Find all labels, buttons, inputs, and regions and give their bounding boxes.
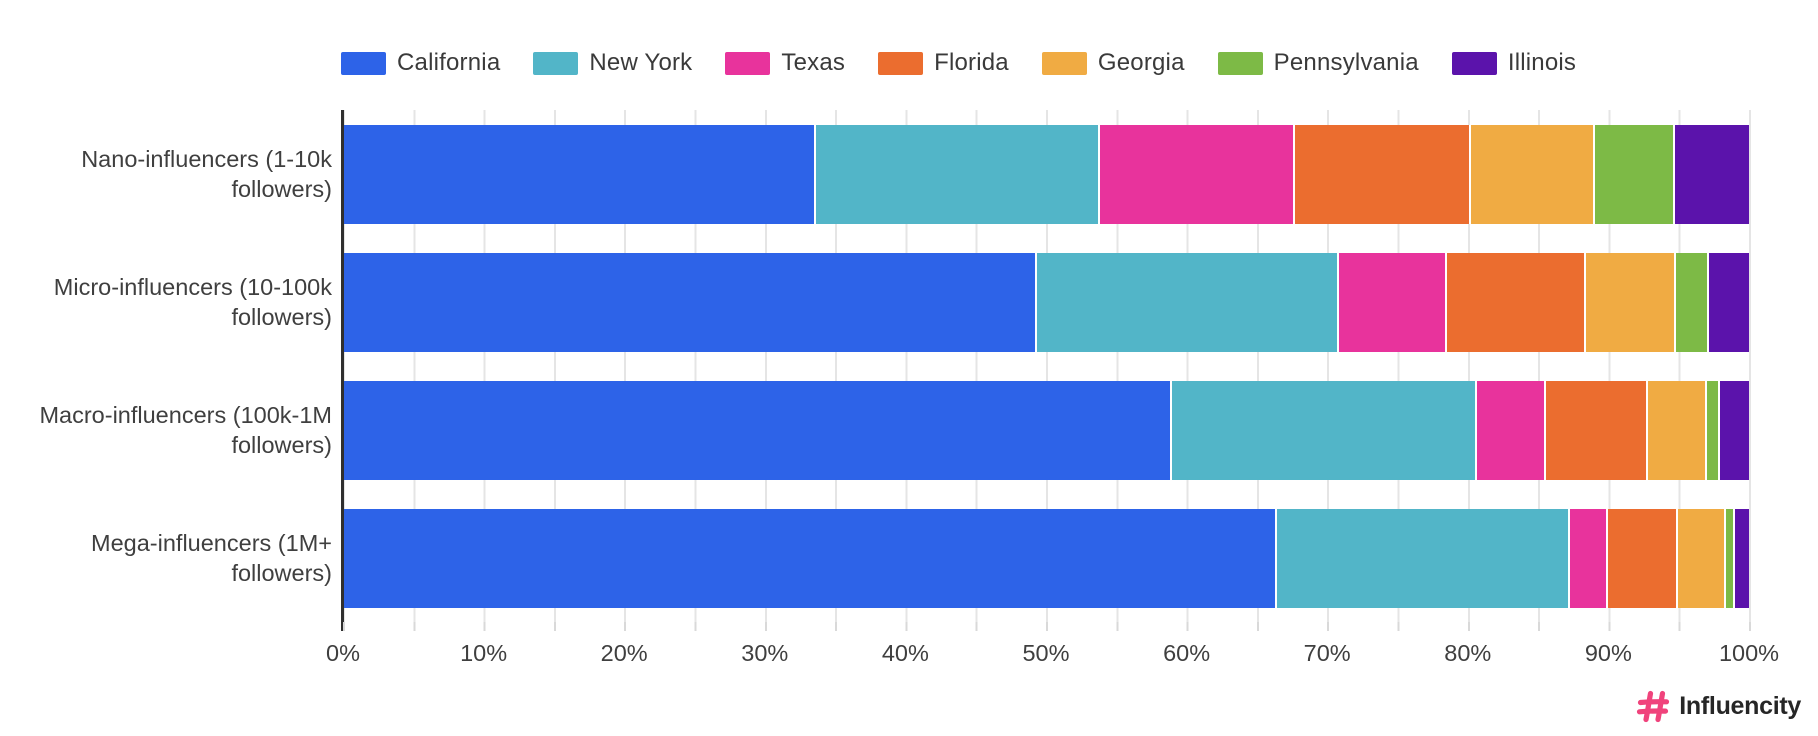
y-axis-label: Macro-influencers (100k-1M followers) xyxy=(39,402,332,458)
bar-segment-georgia[interactable] xyxy=(1584,252,1675,352)
legend-swatch xyxy=(1041,51,1087,75)
bar-segment-pennsylvania[interactable] xyxy=(1705,380,1719,480)
bar-segment-illinois[interactable] xyxy=(1673,124,1749,224)
x-axis-tick-label: 0% xyxy=(326,640,360,666)
y-axis-line xyxy=(341,110,344,631)
bar-segment-new-york[interactable] xyxy=(1034,252,1338,352)
legend-item-california[interactable]: California xyxy=(341,49,500,77)
x-axis-tick-label: 60% xyxy=(1163,640,1211,666)
legend-item-georgia[interactable]: Georgia xyxy=(1041,49,1185,77)
hashtag-icon xyxy=(1636,688,1671,725)
legend-swatch xyxy=(1451,51,1497,75)
bar-segment-georgia[interactable] xyxy=(1469,124,1593,224)
legend-label: New York xyxy=(589,49,693,76)
x-axis-tick-label: 80% xyxy=(1444,640,1492,666)
bar-segment-texas[interactable] xyxy=(1337,252,1446,352)
legend-item-new-york[interactable]: New York xyxy=(533,49,692,77)
x-axis-ticks xyxy=(343,622,1751,631)
bar-segment-texas[interactable] xyxy=(1567,508,1606,608)
legend-item-florida[interactable]: Florida xyxy=(878,49,1009,77)
bar-segment-georgia[interactable] xyxy=(1646,380,1706,480)
x-axis-tick-label: 50% xyxy=(1022,640,1070,666)
legend-label: Georgia xyxy=(1097,49,1185,76)
legend-swatch xyxy=(1217,51,1263,75)
bar-segment-new-york[interactable] xyxy=(1275,508,1568,608)
bar-segment-florida[interactable] xyxy=(1543,380,1647,480)
bar-segment-pennsylvania[interactable] xyxy=(1674,252,1707,352)
bar-row-micro-influencers xyxy=(343,252,1749,352)
bar-segment-florida[interactable] xyxy=(1293,124,1470,224)
legend-swatch xyxy=(533,51,579,75)
bar-segment-illinois[interactable] xyxy=(1718,380,1749,480)
x-axis-tick-label: 40% xyxy=(881,640,929,666)
y-axis-label: Mega-influencers (1M+ followers) xyxy=(91,530,332,586)
bar-segment-florida[interactable] xyxy=(1605,508,1676,608)
legend-item-texas[interactable]: Texas xyxy=(725,49,845,77)
x-axis-tick-label: 10% xyxy=(460,640,508,666)
bar-segment-pennsylvania[interactable] xyxy=(1592,124,1674,224)
bar-segment-pennsylvania[interactable] xyxy=(1723,508,1734,608)
legend-swatch xyxy=(878,51,924,75)
bar-segment-california[interactable] xyxy=(343,252,1035,352)
bar-segment-california[interactable] xyxy=(343,380,1170,480)
y-axis-label: Micro-influencers (10-100k followers) xyxy=(53,274,332,330)
brand-logo-text: Influencity xyxy=(1679,692,1801,720)
legend-label: Pennsylvania xyxy=(1273,49,1419,76)
bar-segment-illinois[interactable] xyxy=(1733,508,1749,608)
x-axis-tick-label: 70% xyxy=(1303,640,1351,666)
bar-segment-new-york[interactable] xyxy=(1169,380,1475,480)
x-axis-tick-label: 100% xyxy=(1718,640,1780,666)
bar-row-macro-influencers xyxy=(343,380,1749,480)
legend-label: Florida xyxy=(934,49,1009,76)
bar-segment-georgia[interactable] xyxy=(1675,508,1724,608)
legend-label: California xyxy=(397,49,501,76)
legend-swatch xyxy=(725,51,771,75)
bar-row-mega-influencers xyxy=(343,508,1749,608)
bar-segment-florida[interactable] xyxy=(1445,252,1585,352)
brand-logo[interactable]: Influencity xyxy=(1636,688,1801,725)
x-axis-tick-label: 20% xyxy=(600,640,648,666)
bar-segment-california[interactable] xyxy=(343,124,814,224)
legend-item-pennsylvania[interactable]: Pennsylvania xyxy=(1217,49,1419,77)
bar-segment-texas[interactable] xyxy=(1098,124,1294,224)
legend-label: Illinois xyxy=(1507,49,1577,76)
legend: California New York Texas Florida Georgia Pen… xyxy=(341,49,1576,77)
plot-area xyxy=(343,110,1751,622)
x-axis-tick-label: 30% xyxy=(741,640,789,666)
y-axis-label: Nano-influencers (1-10k followers) xyxy=(81,146,332,202)
bar-segment-texas[interactable] xyxy=(1474,380,1544,480)
bar-segment-california[interactable] xyxy=(343,508,1276,608)
bar-segment-new-york[interactable] xyxy=(814,124,1098,224)
legend-label: Texas xyxy=(781,49,846,76)
bar-segment-illinois[interactable] xyxy=(1706,252,1749,352)
x-axis-tick-label: 90% xyxy=(1584,640,1632,666)
legend-swatch xyxy=(341,51,386,75)
legend-item-illinois[interactable]: Illinois xyxy=(1451,49,1577,77)
bar-row-nano-influencers xyxy=(343,124,1749,224)
